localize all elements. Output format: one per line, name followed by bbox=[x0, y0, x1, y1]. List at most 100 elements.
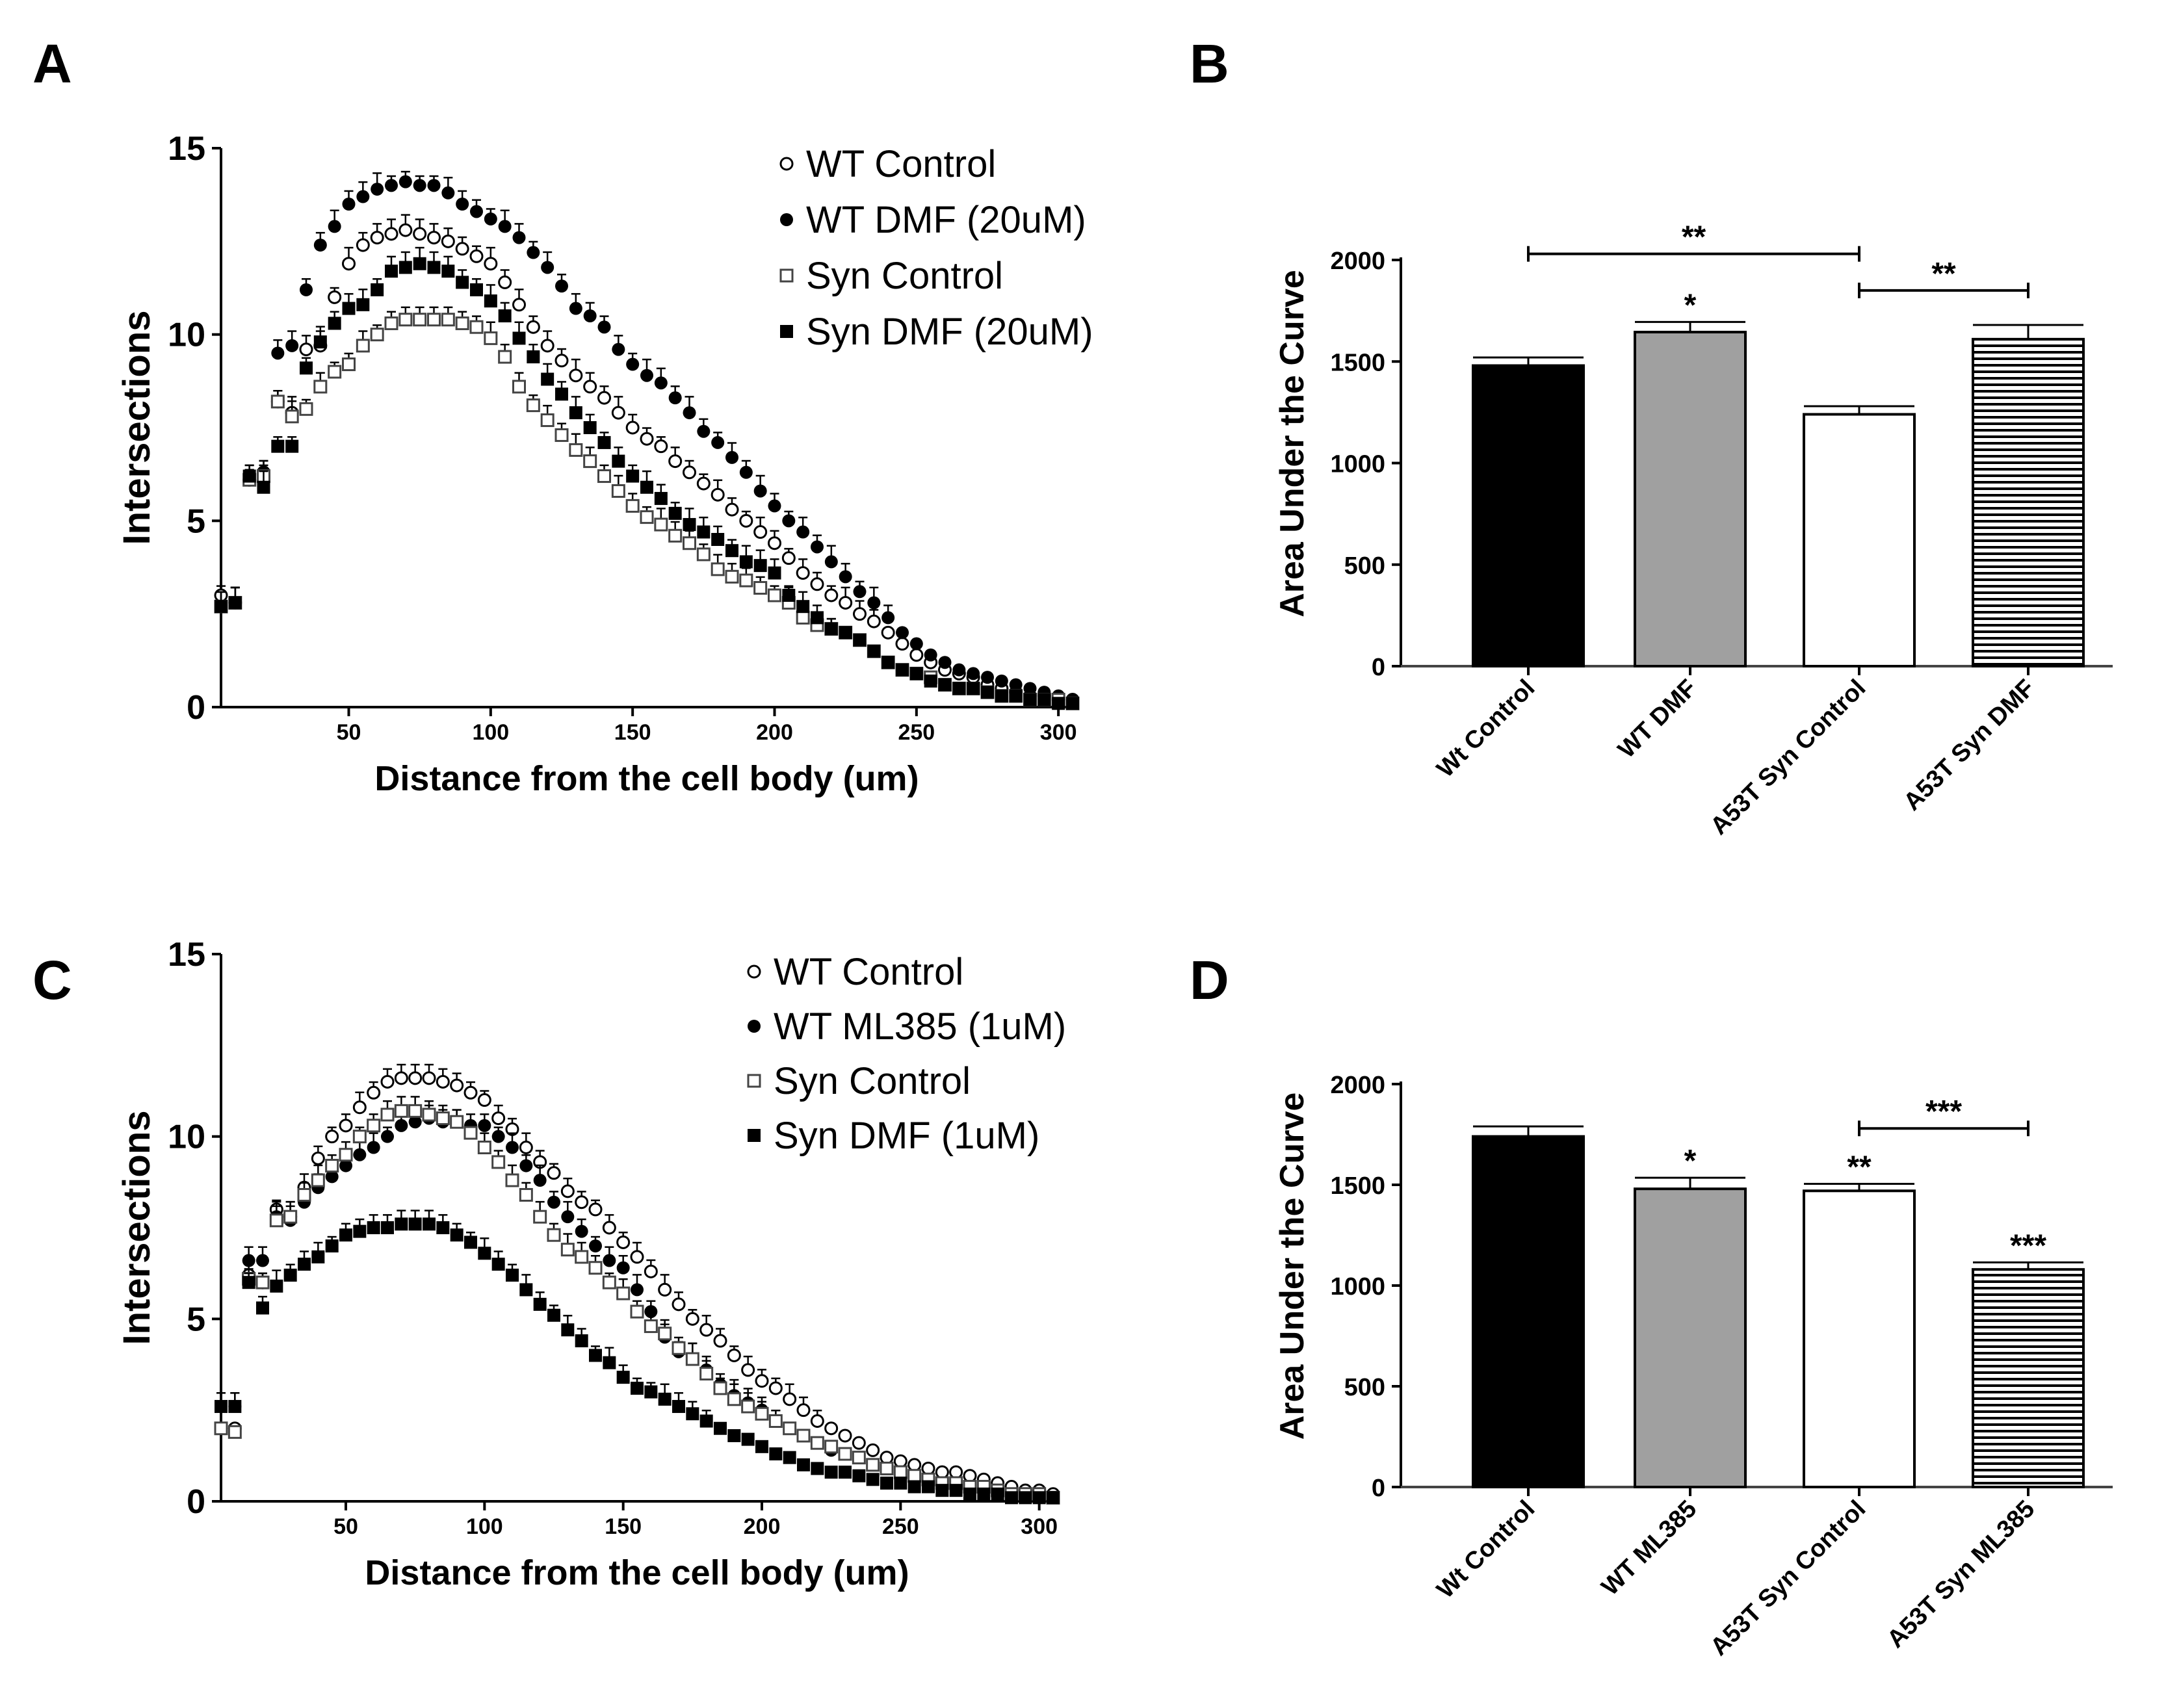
data-point bbox=[1009, 689, 1023, 703]
data-point bbox=[612, 454, 625, 468]
data-point bbox=[257, 480, 270, 494]
data-point bbox=[1066, 697, 1079, 710]
data-point bbox=[398, 313, 413, 327]
data-point bbox=[455, 316, 469, 330]
data-point bbox=[894, 1476, 907, 1490]
data-point bbox=[625, 421, 640, 435]
data-point bbox=[1019, 1491, 1032, 1505]
data-point bbox=[256, 1254, 269, 1267]
data-point bbox=[768, 1381, 783, 1395]
data-point bbox=[325, 1170, 339, 1184]
data-point bbox=[602, 1221, 616, 1235]
data-point bbox=[423, 1217, 436, 1231]
significance-label: * bbox=[1684, 288, 1697, 322]
category-label: WT ML385 bbox=[1597, 1495, 1703, 1601]
data-point bbox=[436, 1221, 450, 1234]
data-point bbox=[839, 1466, 852, 1479]
data-point bbox=[271, 439, 285, 453]
data-point bbox=[560, 1243, 575, 1257]
data-point bbox=[1005, 1491, 1018, 1505]
data-point bbox=[672, 1297, 686, 1312]
legend-label: Syn Control bbox=[774, 1060, 971, 1102]
data-point bbox=[866, 1473, 880, 1486]
legend-label: Syn DMF (20uM) bbox=[806, 311, 1093, 353]
data-point bbox=[597, 391, 611, 405]
data-point bbox=[422, 1071, 436, 1085]
data-point bbox=[711, 562, 725, 576]
bracket-label: ** bbox=[1682, 220, 1706, 255]
scatter-chart-a: 0 5 10 15 50 100 150 200 250 300 Distance from the… bbox=[116, 130, 1093, 798]
data-point bbox=[967, 667, 980, 680]
data-point bbox=[753, 559, 767, 573]
panel-letter-b: B bbox=[1190, 33, 1229, 94]
data-point bbox=[838, 1429, 852, 1443]
data-point bbox=[505, 1173, 519, 1187]
data-point bbox=[755, 1440, 768, 1453]
data-point bbox=[215, 1400, 228, 1414]
data-point bbox=[569, 406, 582, 420]
data-point bbox=[697, 424, 711, 438]
data-point bbox=[526, 398, 540, 413]
data-point bbox=[356, 298, 370, 311]
data-point bbox=[783, 1421, 797, 1436]
data-point bbox=[658, 1282, 672, 1297]
legend: WT Control WT DMF (20uM) Syn Control Syn DM… bbox=[779, 143, 1093, 353]
data-point bbox=[654, 491, 668, 505]
data-point bbox=[370, 231, 384, 245]
data-point bbox=[783, 1392, 797, 1406]
data-point bbox=[300, 283, 313, 296]
data-point bbox=[824, 588, 839, 602]
data-point bbox=[470, 283, 483, 296]
data-point bbox=[963, 1487, 976, 1501]
legend-marker bbox=[779, 157, 794, 171]
data-point bbox=[575, 1250, 589, 1264]
data-point bbox=[300, 361, 313, 375]
significance-label: * bbox=[1684, 1144, 1697, 1178]
data-point bbox=[555, 279, 568, 293]
data-point bbox=[938, 678, 952, 692]
data-point bbox=[711, 533, 725, 546]
data-point bbox=[741, 1399, 755, 1414]
x-tick-label: 200 bbox=[756, 720, 793, 745]
y-tick-label: 1500 bbox=[1330, 349, 1385, 376]
data-point bbox=[395, 1217, 408, 1231]
data-point bbox=[893, 1465, 907, 1479]
data-point bbox=[256, 1301, 269, 1315]
data-point bbox=[644, 1385, 658, 1399]
data-point bbox=[588, 1202, 603, 1217]
data-point bbox=[796, 600, 810, 614]
data-point bbox=[711, 435, 725, 449]
data-point bbox=[796, 1403, 811, 1417]
data-point bbox=[1023, 682, 1037, 695]
data-point bbox=[824, 1421, 839, 1436]
data-point bbox=[394, 1071, 408, 1085]
x-tick-label: 300 bbox=[1021, 1514, 1058, 1539]
data-point bbox=[796, 566, 810, 580]
data-point bbox=[413, 313, 427, 327]
data-point bbox=[616, 1286, 631, 1300]
data-point bbox=[896, 626, 909, 640]
data-point bbox=[699, 1323, 714, 1337]
x-tick-label: 150 bbox=[614, 720, 651, 745]
y-tick-label: 1500 bbox=[1330, 1172, 1385, 1200]
data-point bbox=[381, 1221, 394, 1234]
category-label: A53T Syn ML385 bbox=[1882, 1495, 2040, 1653]
data-point bbox=[398, 223, 413, 237]
data-point bbox=[597, 320, 611, 334]
x-tick-label: 200 bbox=[744, 1514, 781, 1539]
data-point bbox=[469, 249, 484, 263]
data-point bbox=[589, 1349, 602, 1362]
y-tick-label: 0 bbox=[187, 689, 205, 727]
data-point bbox=[597, 469, 611, 484]
data-point bbox=[977, 1487, 991, 1501]
x-tick-label: 250 bbox=[898, 720, 935, 745]
legend-label: WT ML385 (1uM) bbox=[774, 1005, 1066, 1048]
data-point bbox=[907, 1458, 922, 1472]
category-label: A53T Syn DMF bbox=[1899, 675, 2041, 816]
data-point bbox=[796, 610, 810, 625]
data-point bbox=[839, 595, 853, 610]
data-point bbox=[768, 588, 781, 602]
data-point bbox=[895, 637, 909, 651]
data-point bbox=[644, 1319, 658, 1334]
data-point bbox=[356, 339, 370, 353]
